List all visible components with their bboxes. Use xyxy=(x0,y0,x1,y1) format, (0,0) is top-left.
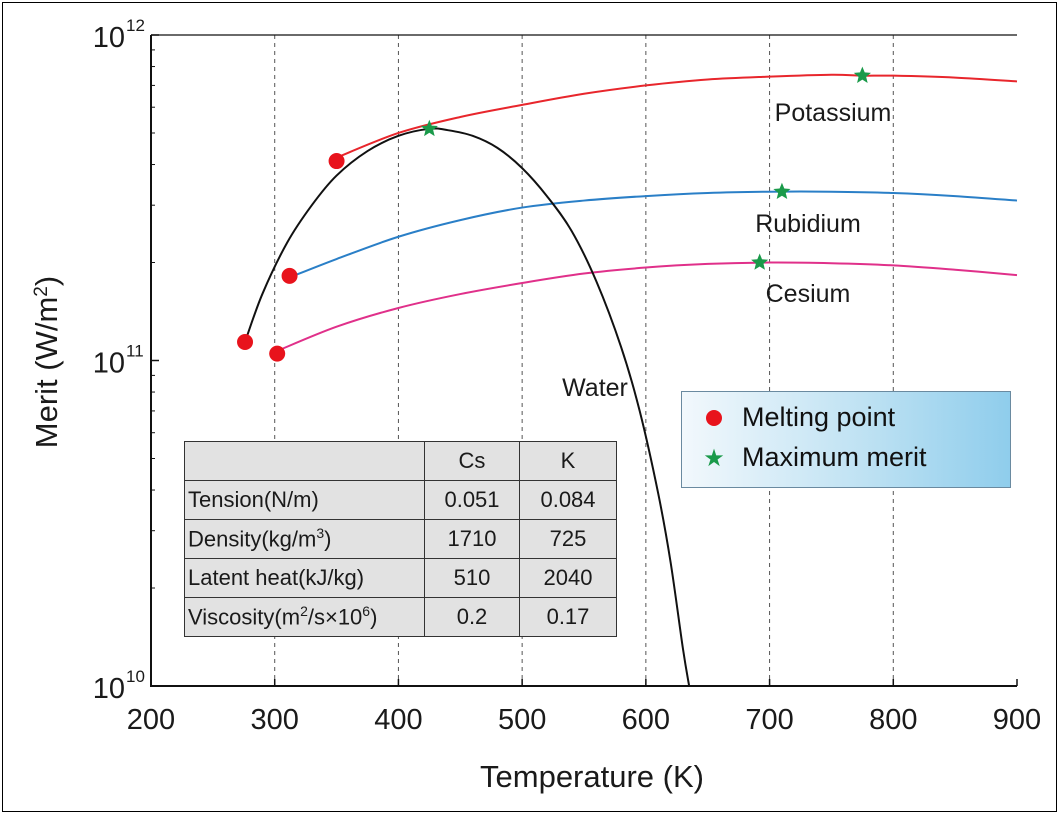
table-row-label: Latent heat(kJ/kg) xyxy=(184,558,425,598)
legend-label: Melting point xyxy=(742,402,896,432)
maximum-merit-marker xyxy=(773,182,791,200)
table-row: Viscosity(m2/s×106) 0.2 0.17 xyxy=(184,597,617,637)
x-axis-label: Temperature (K) xyxy=(480,759,704,794)
y-tick-exponent: 10 xyxy=(126,667,145,686)
table-cell-k: 0.084 xyxy=(519,480,617,520)
y-tick-label: 10 xyxy=(93,673,125,705)
legend: Melting point ★ Maximum merit xyxy=(681,391,1011,488)
x-tick-label: 900 xyxy=(993,704,1041,736)
series-label-rubidium: Rubidium xyxy=(755,210,861,238)
series-lines xyxy=(244,73,1018,687)
melting-point-marker xyxy=(237,333,254,350)
series-line-cesium xyxy=(276,261,1018,352)
table-cell-k: 725 xyxy=(519,519,617,559)
y-tick-label: 10 xyxy=(93,22,125,54)
maximum-merit-marker xyxy=(853,66,871,83)
melting-point-marker xyxy=(269,345,286,362)
table-row: Density(kg/m3) 1710 725 xyxy=(184,519,617,559)
legend-item-maximum-merit: ★ Maximum merit xyxy=(698,442,927,473)
label-sup: 3 xyxy=(316,525,325,542)
table-cell-k: 2040 xyxy=(519,558,617,598)
x-tick-label: 300 xyxy=(251,704,299,736)
table-header-blank xyxy=(184,441,425,481)
table-header-k: K xyxy=(519,441,617,481)
red-dot-icon xyxy=(698,402,730,433)
label-text: Viscosity(m xyxy=(188,604,301,630)
series-label-cesium: Cesium xyxy=(766,280,851,308)
table-cell-cs: 1710 xyxy=(424,519,520,559)
series-line-water xyxy=(244,127,691,687)
label-end: ) xyxy=(324,526,332,552)
table-cell-cs: 0.2 xyxy=(424,597,520,637)
melting-point-marker xyxy=(328,153,345,170)
series-labels: Potassium Rubidium Cesium Water xyxy=(562,99,891,402)
green-star-icon: ★ xyxy=(703,445,725,472)
x-tick-label: 700 xyxy=(745,704,793,736)
x-tick-label: 800 xyxy=(869,704,917,736)
label-sup: 2 xyxy=(300,603,308,620)
axes xyxy=(150,34,1018,687)
table-row-label: Viscosity(m2/s×106) xyxy=(184,597,425,637)
y-axis-label: Merit (W/m2) xyxy=(29,276,64,448)
series-line-potassium xyxy=(336,73,1018,159)
table-header-cs: Cs xyxy=(424,441,520,481)
markers xyxy=(237,66,871,362)
properties-table: Cs K Tension(N/m) 0.051 0.084 Density(kg… xyxy=(184,441,617,637)
table-row: Latent heat(kJ/kg) 510 2040 xyxy=(184,558,617,598)
label-sup2: 6 xyxy=(362,603,371,620)
table-cell-cs: 510 xyxy=(424,558,520,598)
x-tick-label: 500 xyxy=(498,704,546,736)
x-tick-label: 400 xyxy=(374,704,422,736)
y-tick-exponent: 12 xyxy=(126,16,145,35)
maximum-merit-marker xyxy=(751,253,769,270)
series-label-potassium: Potassium xyxy=(775,99,892,127)
melting-point-marker xyxy=(281,267,298,284)
series-label-water: Water xyxy=(562,374,628,402)
x-tick-label: 600 xyxy=(622,704,670,736)
x-tick-label: 200 xyxy=(127,704,175,736)
table-row-label: Density(kg/m3) xyxy=(184,519,425,559)
y-tick-exponent: 11 xyxy=(126,342,144,361)
label-end: ) xyxy=(370,604,378,630)
legend-label: Maximum merit xyxy=(742,442,927,472)
table-row-label: Tension(N/m) xyxy=(184,480,425,520)
table-cell-k: 0.17 xyxy=(519,597,617,637)
legend-item-melting-point: Melting point xyxy=(698,402,895,433)
maximum-merit-marker xyxy=(420,119,438,137)
label-text: Density(kg/m xyxy=(188,526,317,552)
table-row: Tension(N/m) 0.051 0.084 xyxy=(184,480,617,520)
table-header-row: Cs K xyxy=(184,441,617,481)
table-cell-cs: 0.051 xyxy=(424,480,520,520)
y-tick-label: 10 xyxy=(93,348,125,380)
label-mid: /s×10 xyxy=(307,604,363,630)
series-line-rubidium xyxy=(289,190,1018,279)
